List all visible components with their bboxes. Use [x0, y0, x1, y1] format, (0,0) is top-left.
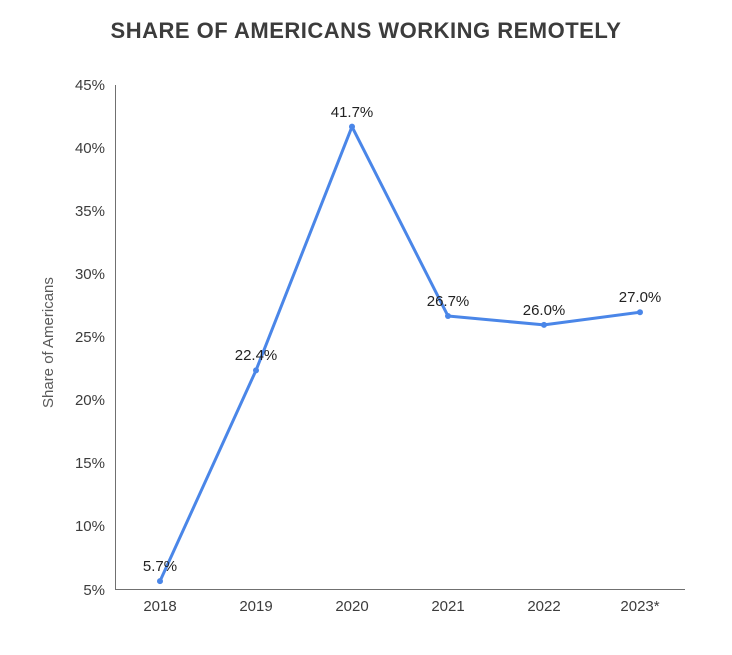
- x-tick-label: 2020: [335, 598, 368, 615]
- x-tick-label: 2022: [527, 598, 560, 615]
- x-tick-label: 2019: [239, 598, 272, 615]
- x-tick-label: 2018: [143, 598, 176, 615]
- y-tick-label: 40%: [75, 140, 105, 157]
- y-tick-label: 10%: [75, 518, 105, 535]
- plot-area: [115, 85, 685, 590]
- data-label: 22.4%: [235, 347, 278, 364]
- data-marker: [445, 313, 451, 319]
- y-axis-title: Share of Americans: [40, 277, 57, 408]
- y-tick-label: 20%: [75, 392, 105, 409]
- x-tick-label: 2023*: [620, 598, 659, 615]
- data-marker: [637, 309, 643, 315]
- y-tick-label: 30%: [75, 266, 105, 283]
- y-tick-label: 45%: [75, 77, 105, 94]
- data-label: 5.7%: [143, 558, 177, 575]
- y-tick-label: 35%: [75, 203, 105, 220]
- data-marker: [253, 367, 259, 373]
- data-label: 27.0%: [619, 289, 662, 306]
- chart-title: SHARE OF AMERICANS WORKING REMOTELY: [0, 18, 732, 44]
- y-tick-label: 25%: [75, 329, 105, 346]
- y-tick-label: 5%: [83, 582, 105, 599]
- line-series: [115, 85, 685, 590]
- data-marker: [349, 124, 355, 130]
- data-label: 26.0%: [523, 302, 566, 319]
- data-marker: [541, 322, 547, 328]
- data-label: 26.7%: [427, 293, 470, 310]
- series-polyline: [160, 127, 640, 581]
- data-label: 41.7%: [331, 104, 374, 121]
- y-tick-label: 15%: [75, 455, 105, 472]
- data-marker: [157, 578, 163, 584]
- chart-container: SHARE OF AMERICANS WORKING REMOTELY Shar…: [0, 0, 732, 655]
- x-tick-label: 2021: [431, 598, 464, 615]
